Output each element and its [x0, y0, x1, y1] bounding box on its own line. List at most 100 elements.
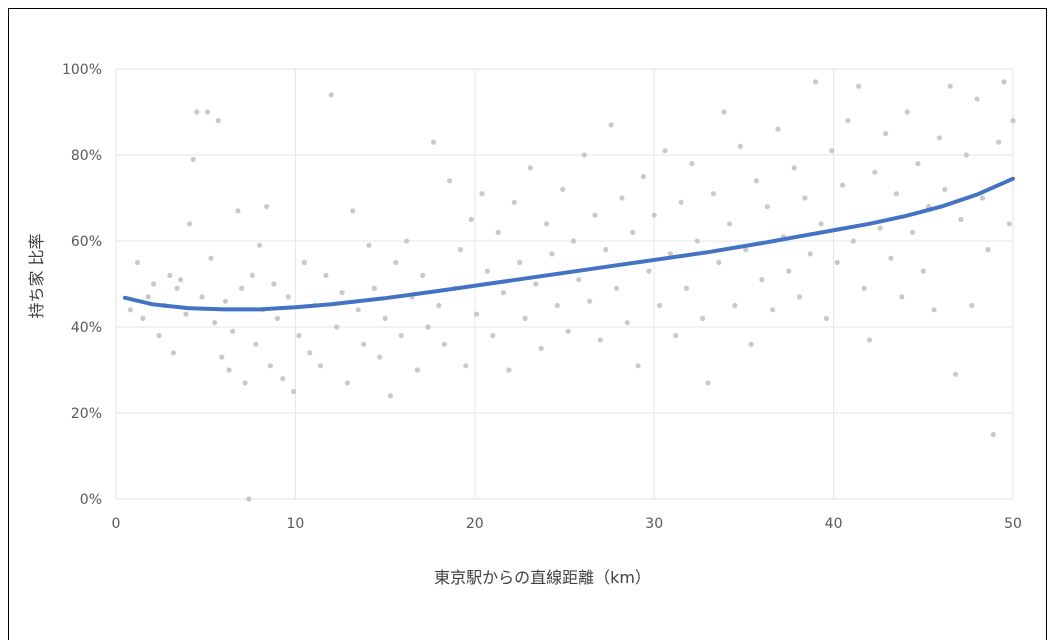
- data-point: [127, 307, 133, 313]
- data-point: [813, 79, 819, 85]
- chart-frame: [8, 8, 1047, 640]
- data-point: [872, 169, 878, 175]
- data-point: [1010, 118, 1016, 124]
- data-point: [274, 315, 281, 321]
- data-point: [850, 238, 856, 244]
- data-point: [823, 315, 830, 321]
- x-tick-label: 40: [825, 516, 843, 532]
- data-point: [651, 212, 657, 218]
- data-point: [721, 109, 727, 115]
- data-point: [280, 376, 286, 382]
- data-point: [387, 393, 394, 399]
- data-point: [199, 294, 205, 300]
- data-point: [899, 294, 905, 300]
- trendline: [122, 176, 1015, 312]
- data-point: [920, 268, 926, 274]
- data-point: [436, 302, 442, 309]
- data-point: [174, 285, 180, 291]
- data-point: [517, 259, 523, 266]
- data-point: [242, 380, 248, 386]
- data-point: [533, 281, 539, 287]
- x-tick-label: 20: [466, 516, 484, 532]
- data-point: [285, 294, 291, 300]
- y-tick-label: 60%: [71, 234, 102, 250]
- data-point: [576, 277, 582, 283]
- data-point: [592, 212, 598, 218]
- data-point: [430, 139, 437, 145]
- data-point: [167, 272, 173, 278]
- data-point: [845, 118, 851, 124]
- data-point: [183, 311, 189, 317]
- data-point: [215, 118, 221, 124]
- data-point: [726, 221, 733, 227]
- data-point: [748, 341, 754, 347]
- data-point: [829, 148, 835, 154]
- data-point: [264, 204, 270, 210]
- x-axis-ticks: 0 10 20 30 40 50: [112, 516, 1022, 532]
- data-point: [904, 109, 910, 115]
- data-point: [490, 333, 496, 339]
- data-point: [190, 156, 196, 162]
- data-point: [888, 255, 894, 261]
- data-point: [511, 199, 517, 205]
- data-point: [177, 277, 184, 283]
- data-point: [222, 298, 229, 304]
- data-point: [549, 251, 555, 257]
- data-point: [770, 307, 776, 313]
- data-point: [307, 350, 313, 356]
- data-point: [587, 298, 593, 304]
- data-point: [667, 251, 673, 257]
- data-point: [246, 496, 252, 502]
- data-point: [463, 363, 469, 369]
- data-point: [425, 324, 431, 330]
- data-point: [678, 199, 684, 205]
- data-point: [366, 242, 372, 248]
- data-point: [538, 345, 544, 352]
- data-point: [170, 350, 177, 356]
- data-point: [554, 302, 560, 309]
- data-point: [328, 92, 334, 98]
- data-point: [468, 216, 474, 223]
- data-point: [635, 363, 641, 369]
- data-point: [194, 109, 200, 115]
- data-point: [705, 380, 711, 386]
- data-point: [985, 247, 991, 253]
- data-point: [915, 161, 921, 167]
- data-point: [238, 285, 245, 291]
- data-point: [791, 165, 797, 171]
- data-point: [974, 96, 980, 102]
- data-point: [543, 221, 550, 227]
- y-axis-label: 持ち家 比率: [27, 233, 46, 318]
- data-point: [414, 367, 420, 373]
- data-point: [134, 259, 141, 266]
- data-point: [377, 354, 383, 360]
- data-point: [673, 333, 679, 339]
- data-point: [565, 328, 571, 334]
- data-point: [743, 247, 749, 253]
- data-point: [1001, 79, 1007, 85]
- data-point: [969, 302, 975, 309]
- data-point: [737, 143, 743, 149]
- data-point: [204, 109, 211, 115]
- data-point: [235, 208, 241, 214]
- data-point: [936, 135, 943, 141]
- data-point: [404, 238, 410, 244]
- data-point: [371, 285, 377, 291]
- data-point: [473, 311, 480, 317]
- data-point: [990, 431, 996, 438]
- data-point: [350, 208, 356, 214]
- data-point: [479, 191, 485, 197]
- data-point: [958, 216, 964, 223]
- plot-area: [115, 68, 1014, 500]
- data-point: [527, 165, 534, 171]
- data-point: [683, 285, 690, 291]
- data-point: [256, 242, 263, 248]
- data-point: [603, 247, 609, 253]
- data-point: [581, 152, 587, 158]
- data-point: [861, 285, 867, 291]
- data-point: [834, 259, 840, 266]
- data-point: [689, 161, 695, 167]
- data-point: [145, 294, 151, 300]
- data-point: [291, 388, 297, 395]
